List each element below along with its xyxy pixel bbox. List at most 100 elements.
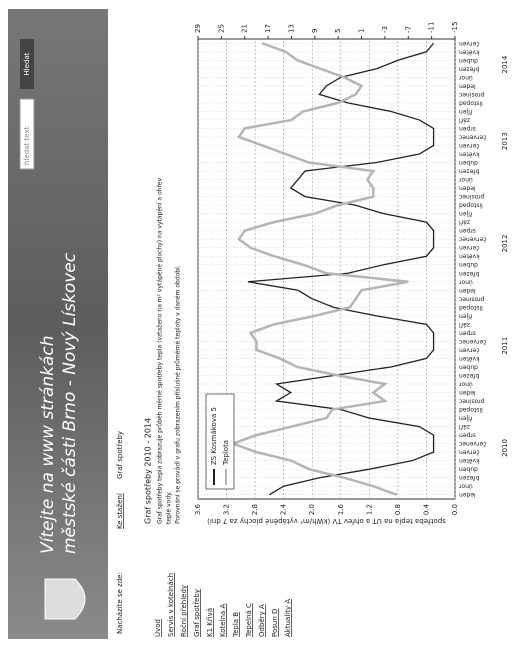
year-label: 2010 xyxy=(501,439,509,457)
x-tick-label: březen xyxy=(459,168,480,175)
x-tick-label: červenec xyxy=(459,338,487,345)
x-tick-label: březen xyxy=(459,65,480,72)
x-tick-label: červen xyxy=(459,449,480,456)
y-tick-label: 2.8 xyxy=(251,504,259,515)
x-tick-label: listopad xyxy=(459,202,483,209)
breadcrumb-label: Nacházíte se zde: xyxy=(116,572,124,634)
x-tick-label: srpen xyxy=(459,227,476,234)
x-tick-label: prosinec xyxy=(459,398,484,405)
x-tick-label: leden xyxy=(459,185,476,192)
x-tick-label: listopad xyxy=(459,99,483,106)
y-tick-label: 0.4 xyxy=(422,503,430,515)
sidebar-link[interactable]: Tepelná C xyxy=(245,603,253,638)
x-tick-label: září xyxy=(459,116,470,123)
y-tick-label: 0.0 xyxy=(451,504,459,515)
y2-tick-label: 9 xyxy=(311,29,319,33)
sidebar-link[interactable]: Kotelna A xyxy=(219,604,227,637)
y2-tick-label: 21 xyxy=(241,24,249,33)
x-tick-label: červen xyxy=(459,40,480,47)
x-tick-label: září xyxy=(459,321,470,328)
x-tick-label: únor xyxy=(458,381,472,388)
search-button[interactable] xyxy=(20,39,34,89)
x-tick-label: červenec xyxy=(459,236,487,243)
x-tick-label: září xyxy=(459,423,470,430)
year-label: 2012 xyxy=(501,235,509,253)
legend-label: ZS Kosmákova 5 xyxy=(210,407,218,465)
legend-box xyxy=(205,393,235,490)
x-tick-label: říjen xyxy=(459,108,472,115)
sidebar-link[interactable]: Aktuality A xyxy=(284,599,292,637)
x-tick-label: únor xyxy=(458,278,472,285)
x-tick-label: duben xyxy=(459,261,478,268)
x-tick-label: listopad xyxy=(459,304,483,311)
y-tick-label: 3.2 xyxy=(223,504,231,515)
x-tick-label: listopad xyxy=(459,406,483,413)
y2-tick-label: 5 xyxy=(334,29,342,33)
x-tick-label: září xyxy=(459,219,470,226)
content-text: teplé vody. xyxy=(166,491,173,524)
y-tick-label: 1.2 xyxy=(365,504,373,515)
y2-tick-label: 29 xyxy=(194,24,202,33)
y2-tick-label: 1 xyxy=(358,29,366,33)
y2-tick-label: 13 xyxy=(287,24,295,33)
sidebar-link[interactable]: Roční přehledy xyxy=(180,585,188,637)
year-label: 2011 xyxy=(501,337,509,355)
y2-tick-label: -3 xyxy=(381,26,389,33)
x-tick-label: prosinec xyxy=(459,295,484,302)
x-tick-label: duben xyxy=(459,57,478,64)
x-tick-label: leden xyxy=(459,82,476,89)
x-tick-label: březen xyxy=(459,474,480,481)
sidebar-link[interactable]: Servis v kotelnách xyxy=(167,573,175,637)
x-tick-label: leden xyxy=(459,389,476,396)
search-button-label: Hledat xyxy=(23,52,31,75)
x-tick-label: březen xyxy=(459,270,480,277)
y-tick-label: 3.6 xyxy=(194,503,202,515)
x-tick-label: červen xyxy=(459,142,480,149)
x-tick-label: květen xyxy=(459,151,480,158)
y-tick-label: 2.0 xyxy=(308,504,316,515)
sidebar-link[interactable]: Posun D xyxy=(271,609,279,637)
search-placeholder: hledat text xyxy=(23,127,31,165)
x-tick-label: únor xyxy=(458,176,472,183)
content-title: Graf spotřeby 2010 - 2014 xyxy=(144,418,153,524)
x-tick-label: únor xyxy=(458,74,472,81)
series-line xyxy=(229,42,409,496)
sidebar-link[interactable]: Graf spotřeby xyxy=(193,589,201,637)
x-tick-label: srpen xyxy=(459,125,476,132)
x-tick-label: červenec xyxy=(459,133,487,140)
y2-tick-label: -15 xyxy=(451,22,459,33)
x-tick-label: květen xyxy=(459,253,480,260)
x-tick-label: červenec xyxy=(459,440,487,447)
x-tick-label: květen xyxy=(459,457,480,464)
x-tick-label: říjen xyxy=(459,312,472,319)
y-tick-label: 0.8 xyxy=(394,504,402,515)
x-tick-label: srpen xyxy=(459,432,476,439)
breadcrumb-link[interactable]: Ke stažení xyxy=(116,492,124,529)
sidebar-link[interactable]: Úvod xyxy=(153,619,162,637)
sidebar-link[interactable]: Tepla B xyxy=(232,612,240,638)
sidebar-link[interactable]: K1 Křivá xyxy=(206,608,214,637)
x-tick-label: říjen xyxy=(459,415,472,422)
x-tick-label: červen xyxy=(459,346,480,353)
banner-subtitle: městské části Brno - Nový Lískovec xyxy=(60,252,80,554)
x-tick-label: duben xyxy=(459,159,478,166)
year-label: 2013 xyxy=(501,132,509,150)
x-tick-label: květen xyxy=(459,355,480,362)
y-axis-title: spotřeba tepla na ÚT a ohřev TV (kWh/m² … xyxy=(207,517,446,526)
plot-area xyxy=(197,38,456,500)
x-tick-label: říjen xyxy=(459,210,472,217)
x-tick-label: prosinec xyxy=(459,193,484,200)
banner-title: Vítejte na www stránkách xyxy=(38,335,58,554)
sidebar-link[interactable]: Odběry A xyxy=(258,604,266,637)
y2-tick-label: -11 xyxy=(428,22,436,33)
x-tick-label: srpen xyxy=(459,329,476,336)
y2-tick-label: 17 xyxy=(264,24,272,33)
search-input[interactable] xyxy=(19,98,35,170)
legend-label: Teplota xyxy=(222,440,230,466)
x-tick-label: březen xyxy=(459,372,480,379)
logo xyxy=(44,578,86,620)
y2-tick-label: 25 xyxy=(217,24,225,33)
content-text: Graf spotřeby tepla zobrazuje průběh měr… xyxy=(157,178,164,524)
x-tick-label: prosinec xyxy=(459,91,484,98)
